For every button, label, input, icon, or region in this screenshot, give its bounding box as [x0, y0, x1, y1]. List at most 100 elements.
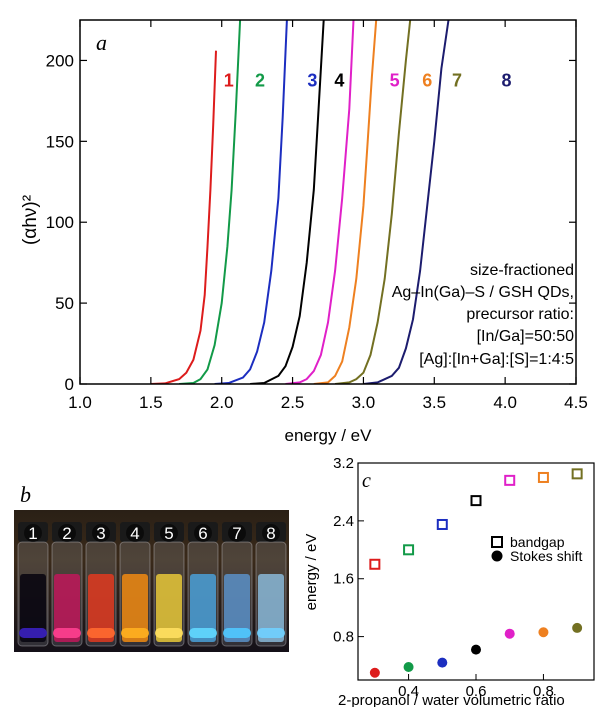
- curve-4: [250, 20, 325, 384]
- y-axis-label-a: (αhν)²: [20, 195, 41, 245]
- stokes-point: [403, 661, 414, 672]
- y-tick-label-a: 200: [46, 51, 74, 70]
- vial-glow: [189, 628, 217, 638]
- curve-label-7: 7: [452, 70, 462, 90]
- y-tick-label-c: 1.6: [333, 571, 354, 588]
- x-axis-label-c: 2-propanol / water volumetric ratio: [338, 692, 565, 707]
- vial-label-bg: [92, 524, 110, 542]
- curve-label-5: 5: [390, 70, 400, 90]
- plot-frame-a: [79, 19, 577, 385]
- legend-label-bandgap: bandgap: [510, 534, 565, 550]
- vial-number-3: 3: [96, 524, 105, 543]
- vial-number-6: 6: [198, 524, 207, 543]
- annotation-line-2: Ag–In(Ga)–S / GSH QDs,: [392, 284, 574, 301]
- curve-label-6: 6: [422, 70, 432, 90]
- y-tick-label-a: 100: [46, 213, 74, 232]
- bandgap-point: [470, 495, 482, 507]
- curve-2: [179, 20, 242, 384]
- x-tick-label-a: 3.0: [352, 393, 376, 412]
- vial-glow: [87, 628, 115, 638]
- vial-number-4: 4: [130, 524, 139, 543]
- y-tick-label-a: 50: [55, 294, 74, 313]
- vial-label-bg: [126, 524, 144, 542]
- stokes-point: [572, 622, 583, 633]
- x-tick-label-a: 1.0: [68, 393, 92, 412]
- vials-photo: 1 2 3 4 5 6 7 8: [14, 510, 289, 652]
- curve-6: [313, 20, 378, 384]
- curve-label-3: 3: [307, 70, 317, 90]
- vial-label-bg: [160, 524, 178, 542]
- vial-liquid: [156, 574, 182, 642]
- x-tick-label-a: 1.5: [139, 393, 163, 412]
- annotation-line-3: precursor ratio:: [466, 306, 574, 323]
- vial-liquid: [20, 574, 46, 642]
- vial-liquid: [54, 574, 80, 642]
- legend-label-stokes: Stokes shift: [510, 548, 582, 564]
- x-tick-label-a: 4.0: [493, 393, 517, 412]
- absorption-chart: 1.0 1.5 2.0 2.5 3.0 3.5 4.0 4.5 0 50 100 150 200 1 2 3…: [20, 19, 588, 445]
- vial-number-1: 1: [28, 524, 37, 543]
- panel-c-letter: c: [362, 470, 371, 492]
- curve-1: [150, 50, 217, 384]
- y-tick-label-a: 0: [65, 375, 74, 394]
- legend-c: bandgap Stokes shift: [491, 534, 582, 564]
- vial-glow: [223, 628, 251, 638]
- curve-label-8: 8: [502, 70, 512, 90]
- annotation-line-4: [In/Ga]=50:50: [477, 328, 575, 345]
- stokes-point: [369, 667, 380, 678]
- bandgap-point: [537, 471, 549, 483]
- vial-liquid: [122, 574, 148, 642]
- legend-marker-bandgap: [491, 536, 503, 548]
- x-tick-label-a: 3.5: [422, 393, 446, 412]
- vial-label-bg: [262, 524, 280, 542]
- bandgap-point: [403, 544, 415, 556]
- x-tick-label-c: 0.8: [533, 683, 554, 700]
- x-tick-label-a: 2.0: [210, 393, 234, 412]
- curve-7: [334, 20, 412, 384]
- vial-glow: [155, 628, 183, 638]
- stokes-point: [504, 628, 515, 639]
- x-tick-label-c: 0.4: [398, 683, 419, 700]
- vial-label-bg: [24, 524, 42, 542]
- vial-number-7: 7: [232, 524, 241, 543]
- curve-8: [363, 20, 450, 384]
- vial-glow: [257, 628, 285, 638]
- y-tick-label-c: 3.2: [333, 457, 354, 472]
- annotation-line-1: size-fractioned: [470, 262, 574, 279]
- vial-number-8: 8: [266, 524, 275, 543]
- bandgap-point: [369, 558, 381, 570]
- vial-liquid: [258, 574, 284, 642]
- vial-glow: [53, 628, 81, 638]
- y-tick-label-a: 150: [46, 132, 74, 151]
- vial-liquid: [190, 574, 216, 642]
- x-axis-label-a: energy / eV: [285, 426, 373, 445]
- curve-label-1: 1: [224, 70, 234, 90]
- panel-a-letter: a: [96, 30, 107, 55]
- vial-label-bg: [58, 524, 76, 542]
- stokes-point: [437, 657, 448, 668]
- vial-glow: [19, 628, 47, 638]
- bandgap-point: [571, 468, 583, 480]
- vial-liquid: [224, 574, 250, 642]
- panel-b-letter-wrap: b: [20, 482, 31, 508]
- stokes-point: [538, 627, 549, 638]
- annotation-line-5: [Ag]:[In+Ga]:[S]=1:4:5: [419, 351, 574, 368]
- curve-label-4: 4: [334, 70, 344, 90]
- vial-glow: [121, 628, 149, 638]
- curve-3: [214, 20, 288, 384]
- vial-number-5: 5: [164, 524, 173, 543]
- energy-chart: 0.4 0.6 0.8 0.8 1.6 2.4 3.2 c energy / eV 2-pr…: [303, 457, 595, 707]
- bandgap-point: [504, 474, 516, 486]
- stokes-point: [471, 644, 481, 655]
- legend-marker-stokes: [491, 550, 503, 562]
- vial-label-bg: [194, 524, 212, 542]
- vial-label-bg: [228, 524, 246, 542]
- y-tick-label-c: 2.4: [333, 513, 354, 530]
- vial-number-2: 2: [62, 524, 71, 543]
- x-tick-label-a: 4.5: [564, 393, 588, 412]
- y-axis-label-c: energy / eV: [303, 534, 320, 611]
- y-tick-label-c: 0.8: [333, 629, 354, 646]
- x-tick-label-a: 2.5: [281, 393, 305, 412]
- vial-liquid: [88, 574, 114, 642]
- curve-5: [285, 20, 355, 384]
